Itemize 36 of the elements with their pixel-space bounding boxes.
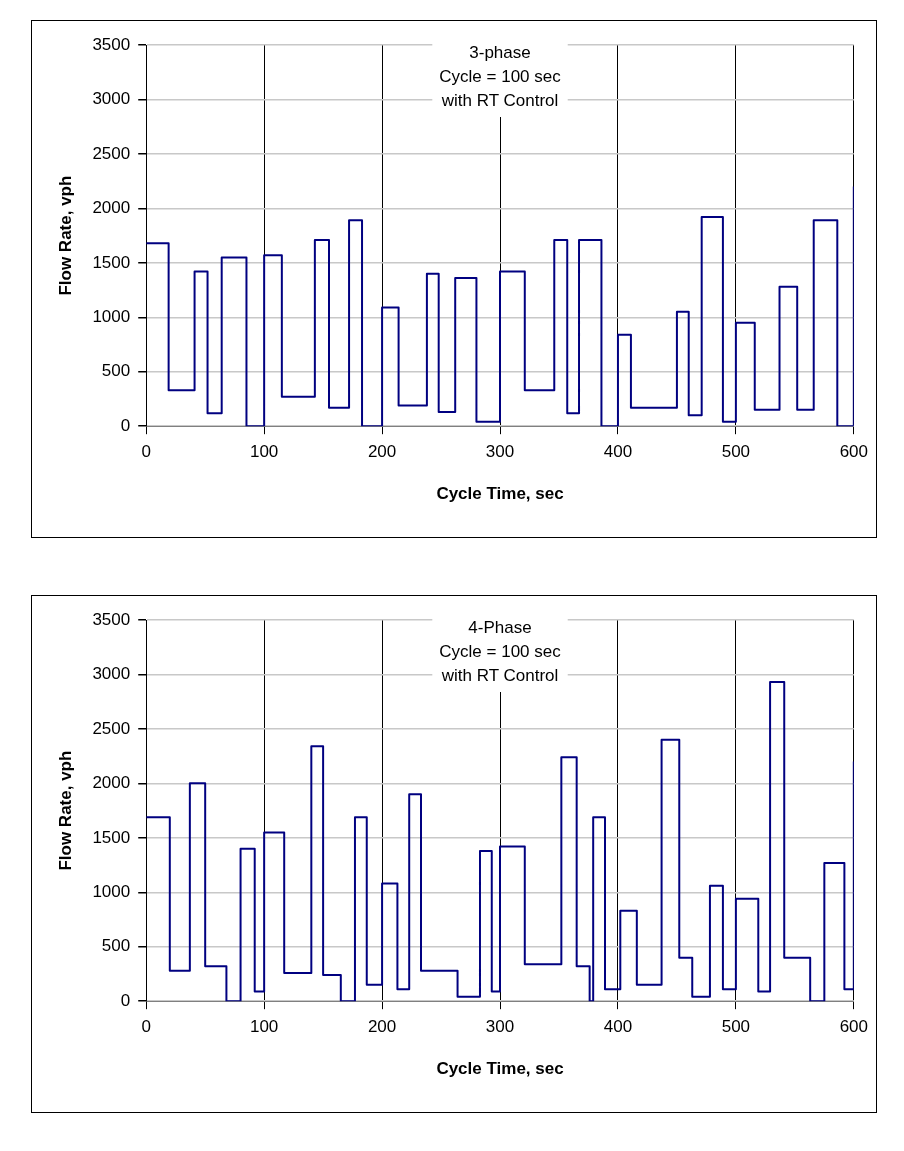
y-tick-label: 1000: [92, 881, 131, 901]
y-axis-title: Flow Rate, vph: [55, 175, 75, 296]
y-axis-title: Flow Rate, vph: [55, 750, 75, 871]
y-tick-label: 3000: [92, 89, 131, 109]
x-tick-label: 200: [367, 1017, 397, 1037]
y-tick-label: 1500: [92, 252, 131, 272]
text: 4-Phase Cycle = 100 sec with RT Control: [439, 617, 562, 685]
y-tick-label: 3000: [92, 664, 131, 684]
x-tick-label: 0: [141, 1017, 151, 1037]
y-tick-label: 500: [101, 936, 131, 956]
y-tick-label: 3500: [92, 609, 131, 629]
text: 3-phase Cycle = 100 sec with RT Control: [439, 42, 562, 110]
x-axis-title: Cycle Time, sec: [436, 1059, 564, 1079]
x-tick-label: 600: [839, 1017, 869, 1037]
x-tick-label: 0: [141, 442, 151, 462]
x-tick-label: 100: [249, 442, 279, 462]
y-tick-label: 2000: [92, 198, 131, 218]
x-tick-label: 100: [249, 1017, 279, 1037]
x-tick-label: 500: [721, 442, 751, 462]
y-tick-label: 2000: [92, 773, 131, 793]
y-tick-label: 0: [120, 990, 131, 1010]
y-tick-label: 0: [120, 415, 131, 435]
x-tick-label: 500: [721, 1017, 751, 1037]
y-tick-label: 500: [101, 361, 131, 381]
x-tick-label: 200: [367, 442, 397, 462]
y-tick-label: 2500: [92, 143, 131, 163]
y-tick-label: 3500: [92, 34, 131, 54]
x-tick-label: 300: [485, 1017, 515, 1037]
y-tick-label: 1000: [92, 306, 131, 326]
x-axis-title: Cycle Time, sec: [436, 484, 564, 504]
x-tick-label: 300: [485, 442, 515, 462]
y-tick-label: 1500: [92, 827, 131, 847]
y-tick-label: 2500: [92, 718, 131, 738]
x-tick-label: 400: [603, 442, 633, 462]
x-tick-label: 600: [839, 442, 869, 462]
x-tick-label: 400: [603, 1017, 633, 1037]
